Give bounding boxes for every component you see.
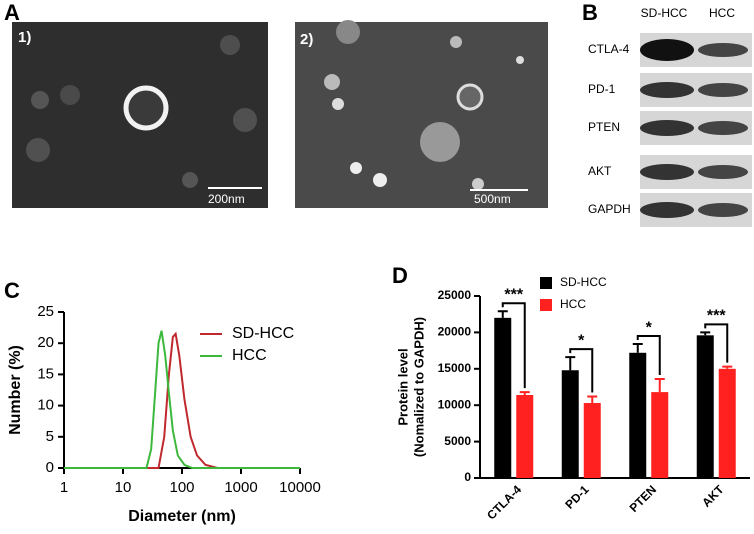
blot-band	[640, 120, 694, 136]
panel-label: A	[4, 0, 20, 25]
error-bar	[497, 310, 508, 318]
panel-label: B	[582, 0, 598, 25]
micrograph: 1) 200nm	[12, 22, 268, 208]
legend-label: HCC	[560, 297, 586, 311]
blot-band	[698, 83, 748, 97]
x-tick-label: 100	[169, 479, 194, 496]
x-tick-label: PTEN	[627, 482, 660, 515]
bar	[583, 403, 601, 478]
blot-column-label: SD-HCC	[641, 6, 688, 20]
data-line	[64, 331, 300, 469]
bar	[651, 392, 669, 478]
x-tick-label: AKT	[699, 482, 727, 510]
significance-label: ***	[504, 287, 523, 304]
y-axis-label: (Nomalized to GAPDH)	[411, 317, 426, 457]
error-bar	[519, 391, 530, 396]
data-line	[64, 330, 300, 469]
y-axis-label: Number (%)	[7, 345, 24, 435]
error-bar	[587, 395, 598, 404]
y-tick-label: 15000	[438, 361, 472, 375]
error-bar	[722, 365, 733, 369]
blot-band	[640, 202, 694, 218]
legend-swatch	[540, 299, 552, 311]
blot-row-label: CTLA-4	[588, 42, 630, 56]
legend-swatch	[540, 277, 552, 289]
micrograph-label: 2)	[300, 31, 313, 48]
error-bar	[565, 356, 576, 371]
blot-row-label: GAPDH	[588, 202, 631, 216]
scale-bar-label: 500nm	[474, 192, 511, 206]
size-distribution-chart: 0 5 10 15 20 25 1 10 100 1000 10000 Diameter (nm) Nu…	[7, 303, 321, 525]
micrograph: 2) 500nm	[295, 20, 548, 208]
blot-band	[698, 121, 748, 135]
y-tick-label: 0	[464, 470, 471, 484]
panel-label: C	[4, 278, 20, 303]
panel-label: D	[392, 263, 408, 288]
y-tick-label: 25	[37, 303, 54, 320]
x-tick-label: 1000	[224, 479, 257, 496]
x-tick-label: PD-1	[562, 482, 591, 511]
bar	[696, 335, 714, 478]
blot-row-label: PD-1	[588, 82, 616, 96]
x-tick-label: 10000	[279, 479, 321, 496]
y-tick-label: 20000	[438, 325, 472, 339]
blot-band	[698, 203, 748, 217]
error-bar	[654, 377, 665, 393]
significance-bracket	[636, 335, 661, 375]
y-tick-label: 5	[46, 428, 54, 445]
blot-band	[698, 43, 748, 57]
micrograph-label: 1)	[18, 29, 31, 46]
blot-band	[698, 165, 748, 179]
blot-row-label: AKT	[588, 164, 612, 178]
y-tick-label: 20	[37, 334, 54, 351]
significance-bracket	[569, 348, 594, 393]
blot-column-label: HCC	[709, 6, 735, 20]
legend-label: HCC	[232, 347, 267, 364]
x-tick-label: 1	[60, 479, 68, 496]
bar	[561, 370, 579, 478]
bar	[629, 352, 647, 478]
error-bar	[632, 343, 643, 353]
significance-label: ***	[707, 308, 726, 325]
blot-band	[640, 82, 694, 98]
x-axis-label: Diameter (nm)	[128, 508, 236, 525]
bar	[516, 395, 534, 478]
bar	[494, 317, 512, 478]
blot-band	[640, 39, 694, 61]
y-tick-label: 0	[46, 459, 54, 476]
bar	[718, 368, 736, 478]
significance-bracket	[501, 302, 526, 389]
error-bar	[700, 331, 711, 336]
significance-label: *	[646, 319, 653, 336]
y-tick-label: 15	[37, 365, 54, 382]
y-tick-label: 5000	[444, 434, 471, 448]
protein-level-chart: 0 5000 10000 15000 20000 25000 Protein level (N…	[395, 275, 750, 523]
y-tick-label: 10000	[438, 397, 472, 411]
legend-label: SD-HCC	[560, 275, 607, 289]
significance-bracket	[704, 323, 729, 363]
y-axis-label: Protein level	[395, 348, 410, 425]
scale-bar-label: 200nm	[208, 192, 245, 206]
western-blot: SD-HCC HCC CTLA-4 PD-1 PTEN AKT GAPDH	[588, 6, 752, 227]
legend-label: SD-HCC	[232, 325, 294, 342]
y-tick-label: 10	[37, 397, 54, 414]
blot-band	[640, 164, 694, 180]
blot-row-label: PTEN	[588, 120, 620, 134]
x-tick-label: CTLA-4	[484, 482, 524, 522]
y-tick-label: 25000	[438, 288, 472, 302]
significance-label: *	[578, 332, 585, 349]
x-tick-label: 10	[115, 479, 132, 496]
